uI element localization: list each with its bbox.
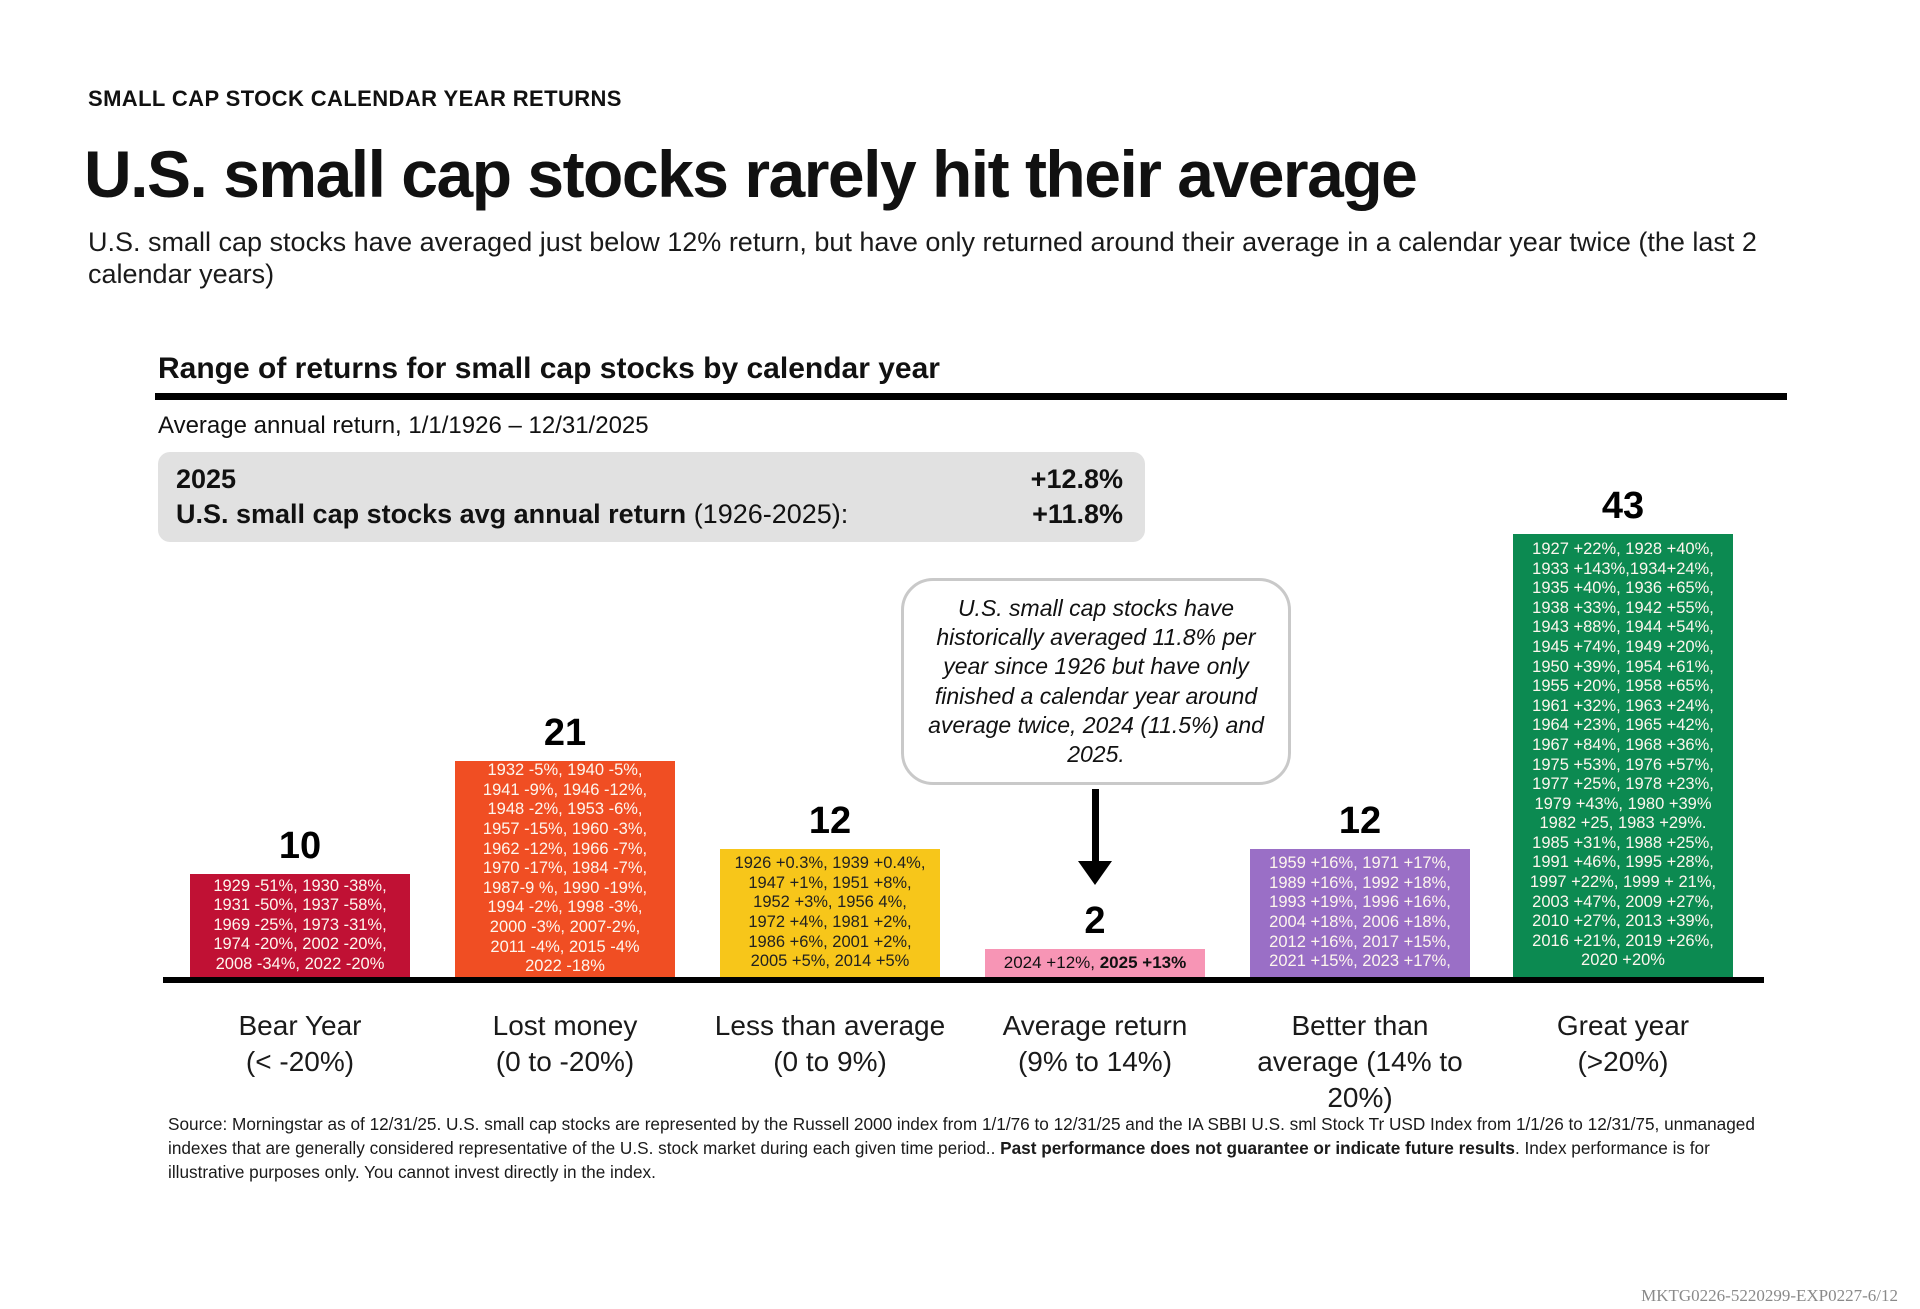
- category-label-less-than-average: Less than average (0 to 9%): [714, 1010, 946, 1077]
- chart-title: Range of returns for small cap stocks by…: [158, 352, 940, 385]
- bar-great-year-count: 43: [1601, 485, 1645, 527]
- callout-text: U.S. small cap stocks have historically …: [928, 594, 1264, 767]
- bar-average-return-years-normal: 2024 +12%,: [1003, 953, 1100, 973]
- bar-average-return-rect: 2024 +12%, 2025 +13%: [985, 949, 1205, 977]
- category-label-average-return: Average return (9% to 14%): [1002, 1010, 1188, 1077]
- category-label-bear-year: Bear Year (< -20%): [238, 1010, 362, 1077]
- bar-better-than-average-years: 1959 +16%, 1971 +17%, 1989 +16%, 1992 +1…: [1269, 854, 1451, 971]
- bar-average-return-years-bold: 2025 +13%: [1099, 953, 1187, 973]
- bar-better-than-average-rect: 1959 +16%, 1971 +17%, 1989 +16%, 1992 +1…: [1250, 849, 1470, 977]
- summary-average-value: +11.8%: [1032, 499, 1123, 529]
- bar-bear-year-rect: 1929 -51%, 1930 -38%, 1931 -50%, 1937 -5…: [190, 874, 410, 977]
- page-subtitle: U.S. small cap stocks have averaged just…: [88, 227, 1757, 290]
- bar-great-year-years: 1927 +22%, 1928 +40%, 1933 +143%,1934+24…: [1529, 539, 1717, 970]
- summary-average-label: U.S. small cap stocks avg annual return …: [176, 499, 848, 530]
- callout-bubble: U.S. small cap stocks have historically …: [901, 578, 1291, 785]
- source-disclaimer-bold: Past performance does not guarantee or i…: [1000, 1138, 1515, 1159]
- bar-bear-year-years: 1929 -51%, 1930 -38%, 1931 -50%, 1937 -5…: [213, 876, 387, 973]
- bar-better-than-average-count: 12: [1338, 800, 1382, 842]
- callout-arrow-line: [1092, 789, 1099, 861]
- chart-baseline: [163, 977, 1764, 983]
- bar-average-return-count: 2: [1084, 900, 1106, 942]
- summary-box: 2025 +12.8% U.S. small cap stocks avg an…: [158, 452, 1145, 542]
- chart-subtitle: Average annual return, 1/1/1926 – 12/31/…: [158, 412, 649, 439]
- bar-lost-money-years: 1932 -5%, 1940 -5%, 1941 -9%, 1946 -12%,…: [482, 761, 648, 976]
- summary-2025-label: 2025: [176, 464, 237, 494]
- summary-row-average: U.S. small cap stocks avg annual return …: [176, 499, 1123, 530]
- bar-less-than-average-count: 12: [808, 800, 852, 842]
- bar-lost-money-rect: 1932 -5%, 1940 -5%, 1941 -9%, 1946 -12%,…: [455, 761, 675, 977]
- summary-average-label-bold: U.S. small cap stocks avg annual return: [176, 499, 687, 529]
- summary-average-label-normal: (1926-2025):: [686, 499, 849, 529]
- bar-less-than-average-rect: 1926 +0.3%, 1939 +0.4%, 1947 +1%, 1951 +…: [720, 849, 940, 977]
- eyebrow-label: SMALL CAP STOCK CALENDAR YEAR RETURNS: [88, 86, 622, 111]
- category-label-better-than-average: Better than average (14% to 20%): [1257, 1010, 1463, 1113]
- summary-row-2025: 2025 +12.8%: [176, 464, 1123, 495]
- bar-average-return-years: 2024 +12%, 2025 +13%: [985, 953, 1205, 973]
- page-title: U.S. small cap stocks rarely hit their a…: [84, 137, 1418, 211]
- category-label-lost-money: Lost money (0 to -20%): [492, 1010, 638, 1077]
- bar-less-than-average-years: 1926 +0.3%, 1939 +0.4%, 1947 +1%, 1951 +…: [734, 854, 926, 971]
- callout-arrow-head-icon: [1078, 861, 1112, 885]
- source-disclaimer: Source: Morningstar as of 12/31/25. U.S.…: [168, 1112, 1770, 1184]
- section-divider: [155, 393, 1787, 400]
- bar-bear-year-count: 10: [278, 825, 322, 867]
- summary-2025-value: +12.8%: [1030, 464, 1123, 494]
- bar-great-year-rect: 1927 +22%, 1928 +40%, 1933 +143%,1934+24…: [1513, 534, 1733, 977]
- bar-lost-money-count: 21: [543, 712, 587, 754]
- document-code: MKTG0226-5220299-EXP0227-6/12: [1641, 1286, 1898, 1305]
- source-disclaimer-part2: . Index performance is for illustrative …: [168, 1138, 1710, 1183]
- category-label-great-year: Great year (>20%): [1556, 1010, 1690, 1077]
- source-disclaimer-part1: Source: Morningstar as of 12/31/25. U.S.…: [168, 1114, 1755, 1159]
